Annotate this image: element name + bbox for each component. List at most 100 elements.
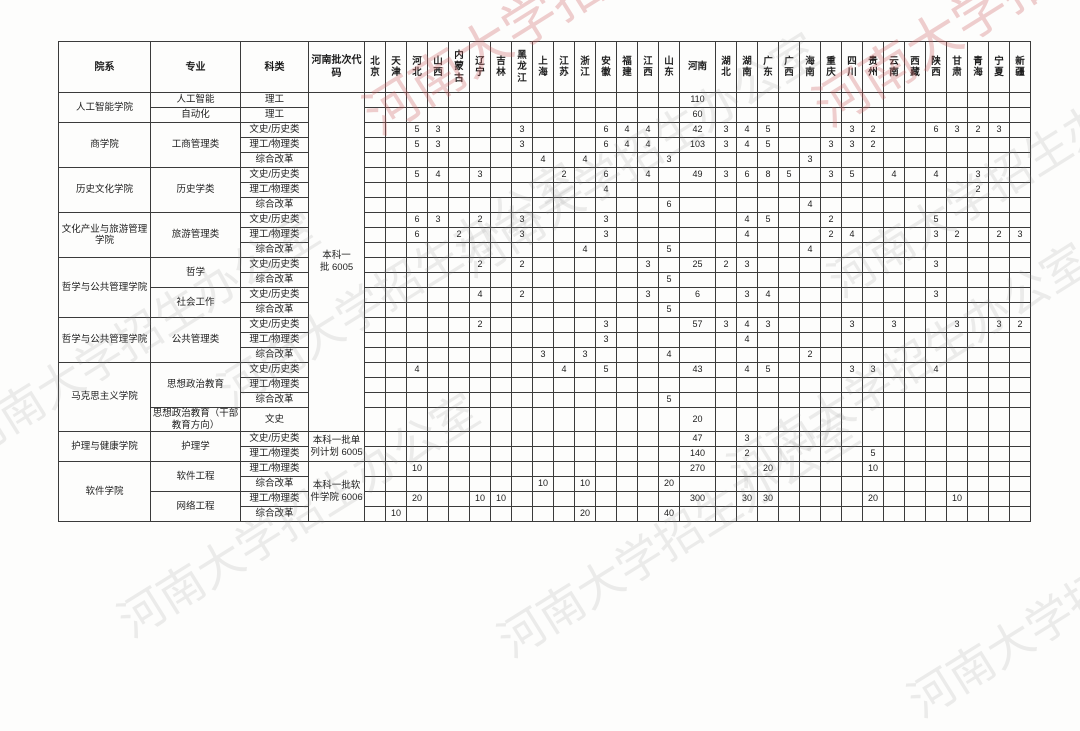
value-cell — [988, 197, 1010, 213]
value-cell: 3 — [511, 122, 533, 138]
value-cell — [616, 242, 638, 258]
value-cell — [448, 347, 470, 363]
value-cell — [406, 257, 428, 273]
value-cell — [883, 137, 905, 153]
value-cell — [448, 506, 470, 522]
value-cell — [679, 377, 716, 393]
value-cell — [820, 446, 842, 462]
category-cell: 文史/历史类 — [240, 317, 309, 333]
value-cell — [406, 332, 428, 348]
province-header: 河 北 — [406, 41, 428, 93]
value-cell — [364, 182, 386, 198]
value-cell — [511, 167, 533, 183]
value-cell — [553, 377, 575, 393]
value-cell — [946, 332, 968, 348]
value-cell — [490, 272, 512, 288]
value-cell — [757, 227, 779, 243]
value-cell — [490, 347, 512, 363]
value-cell — [757, 347, 779, 363]
value-cell — [448, 491, 470, 507]
value-cell — [778, 491, 800, 507]
value-cell — [448, 446, 470, 462]
category-cell: 理工/物理类 — [240, 377, 309, 393]
value-cell — [715, 92, 737, 108]
value-cell — [490, 332, 512, 348]
value-cell — [862, 332, 884, 348]
value-cell — [616, 227, 638, 243]
college-cell: 护理与健康学院 — [58, 431, 151, 462]
value-cell — [799, 392, 821, 408]
value-cell — [553, 446, 575, 462]
value-cell — [820, 107, 842, 123]
value-cell — [862, 347, 884, 363]
value-cell — [988, 167, 1010, 183]
value-cell — [574, 392, 596, 408]
value-cell — [967, 491, 989, 507]
value-cell — [364, 272, 386, 288]
value-cell — [595, 491, 617, 507]
value-cell — [946, 302, 968, 318]
value-cell — [616, 491, 638, 507]
value-cell — [904, 152, 926, 168]
value-cell — [904, 287, 926, 303]
value-cell — [1009, 182, 1031, 198]
value-cell — [616, 392, 638, 408]
value-cell — [364, 431, 386, 447]
value-cell — [637, 431, 659, 447]
value-cell — [637, 461, 659, 477]
value-cell — [427, 392, 449, 408]
value-cell — [925, 347, 947, 363]
value-cell — [967, 461, 989, 477]
value-cell — [946, 392, 968, 408]
value-cell — [1009, 167, 1031, 183]
value-cell — [658, 122, 680, 138]
value-cell — [511, 317, 533, 333]
value-cell — [799, 506, 821, 522]
value-cell — [883, 212, 905, 228]
value-cell — [799, 431, 821, 447]
value-cell — [658, 182, 680, 198]
table-row: 思想政治教育（干部教育方向） 文史 20 — [59, 407, 1031, 432]
value-cell — [988, 407, 1010, 432]
value-cell: 6 — [595, 122, 617, 138]
value-cell — [757, 152, 779, 168]
value-cell — [658, 167, 680, 183]
value-cell — [658, 257, 680, 273]
value-cell — [778, 227, 800, 243]
value-cell — [988, 302, 1010, 318]
value-cell — [862, 317, 884, 333]
value-cell — [427, 92, 449, 108]
value-cell — [469, 362, 491, 378]
value-cell — [778, 431, 800, 447]
value-cell — [883, 476, 905, 492]
value-cell — [883, 392, 905, 408]
table-row: 网络工程 理工/物理类 20 10 10 300 30 30 20 10 — [59, 491, 1031, 522]
value-cell — [595, 302, 617, 318]
value-cell — [757, 506, 779, 522]
value-cell — [574, 122, 596, 138]
value-cell — [574, 257, 596, 273]
value-cell — [490, 506, 512, 522]
value-cell: 2 — [946, 227, 968, 243]
value-cell — [427, 461, 449, 477]
value-cell — [1009, 197, 1031, 213]
value-cell: 3 — [511, 212, 533, 228]
table-row: 马克思主义学院 思想政治教育 文史/历史类 4 4 5 43 4 5 3 3 4 — [58, 362, 1031, 432]
value-cell — [967, 407, 989, 432]
value-cell: 3 — [427, 122, 449, 138]
category-cell: 理工/物理类 — [240, 461, 309, 477]
value-cell — [883, 107, 905, 123]
value-cell — [862, 182, 884, 198]
value-cell — [469, 107, 491, 123]
value-cell — [448, 362, 470, 378]
value-cell — [406, 152, 428, 168]
value-cell — [469, 122, 491, 138]
value-cell — [364, 446, 386, 462]
value-cell — [883, 227, 905, 243]
value-cell — [1009, 506, 1031, 522]
value-cell — [406, 377, 428, 393]
value-cell — [364, 392, 386, 408]
value-cell — [616, 362, 638, 378]
value-cell — [385, 347, 407, 363]
value-cell — [364, 92, 386, 108]
